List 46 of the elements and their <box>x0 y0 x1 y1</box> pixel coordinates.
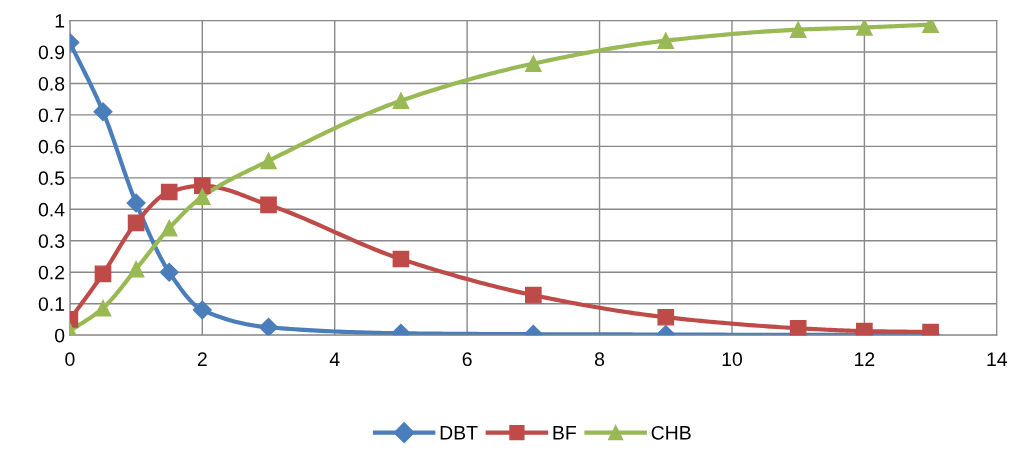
point <box>657 32 675 49</box>
point <box>93 102 113 122</box>
point <box>160 219 178 237</box>
point <box>392 92 410 110</box>
x-tick-label: 6 <box>462 352 472 367</box>
y-tick-label: 0.7 <box>38 108 65 123</box>
y-tick-label: 0.8 <box>38 76 65 91</box>
x-tick-label: 0 <box>65 352 75 367</box>
point <box>160 183 178 201</box>
point <box>392 250 410 268</box>
legend-label: DBT <box>440 426 478 440</box>
y-tick-label: 0 <box>54 328 65 343</box>
point <box>94 265 112 283</box>
y-tick-label: 0.1 <box>38 297 65 311</box>
point <box>525 55 542 72</box>
point <box>192 300 212 320</box>
point <box>193 177 211 195</box>
y-tick-label: 0.2 <box>38 265 65 280</box>
point <box>126 193 146 213</box>
point <box>856 20 873 36</box>
point <box>260 152 277 170</box>
point <box>657 308 675 326</box>
x-tick-label: 10 <box>722 352 743 367</box>
point <box>127 260 145 278</box>
y-tick-label: 0.6 <box>38 139 65 154</box>
x-tick-label: 4 <box>329 352 340 366</box>
y-tick-label: 0.4 <box>38 202 65 217</box>
y-tick-label: 1 <box>55 14 65 28</box>
point <box>260 196 277 214</box>
point <box>525 286 542 304</box>
x-tick-label: 2 <box>197 352 207 366</box>
x-tick-label: 8 <box>594 352 605 367</box>
x-tick-label: 12 <box>855 352 875 366</box>
legend-label: CHB <box>651 425 691 440</box>
point <box>159 262 179 282</box>
point <box>193 188 211 206</box>
point <box>789 319 807 336</box>
point <box>127 214 145 232</box>
point <box>789 21 807 38</box>
point <box>258 317 279 336</box>
legend-label: BF <box>553 426 576 440</box>
x-tick-label: 14 <box>987 352 1008 366</box>
point <box>94 299 112 317</box>
y-tick-label: 0.3 <box>38 234 65 248</box>
y-tick-label: 0.5 <box>38 171 65 186</box>
y-tick-label: 0.9 <box>38 45 65 60</box>
